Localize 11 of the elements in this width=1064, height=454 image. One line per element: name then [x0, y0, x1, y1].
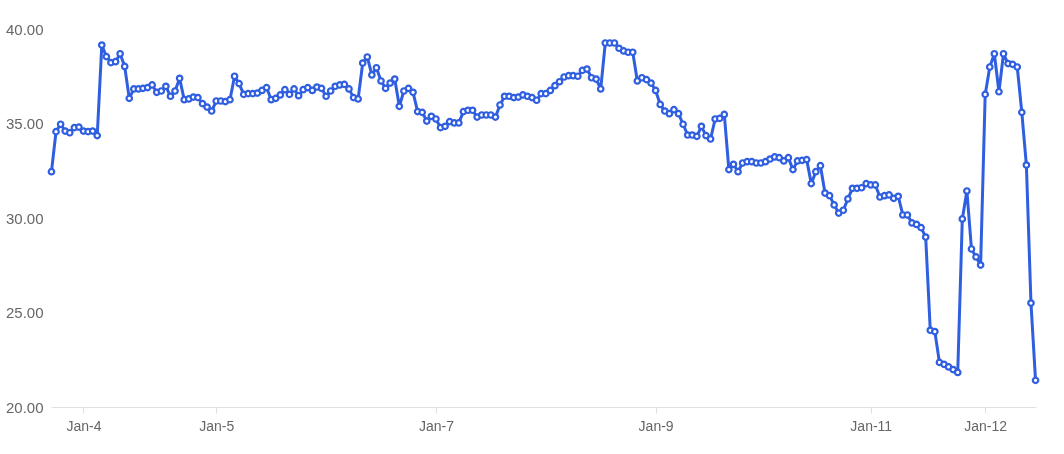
y-tick-label: 25.00: [5, 304, 44, 321]
x-tick-label: Jan-9: [638, 417, 674, 434]
y-tick-label: 30.00: [5, 209, 44, 227]
x-tick-label: Jan-11: [850, 417, 893, 434]
x-tick-label: Jan-7: [418, 417, 455, 434]
y-tick-label: 35.00: [5, 115, 44, 132]
y-tick-label: 40.00: [5, 20, 44, 38]
y-tick-label: 20.00: [5, 398, 44, 416]
x-tick-label: Jan-4: [66, 417, 102, 434]
x-tick-label: Jan-5: [199, 417, 235, 434]
x-tick-label: Jan-12: [964, 417, 1008, 434]
